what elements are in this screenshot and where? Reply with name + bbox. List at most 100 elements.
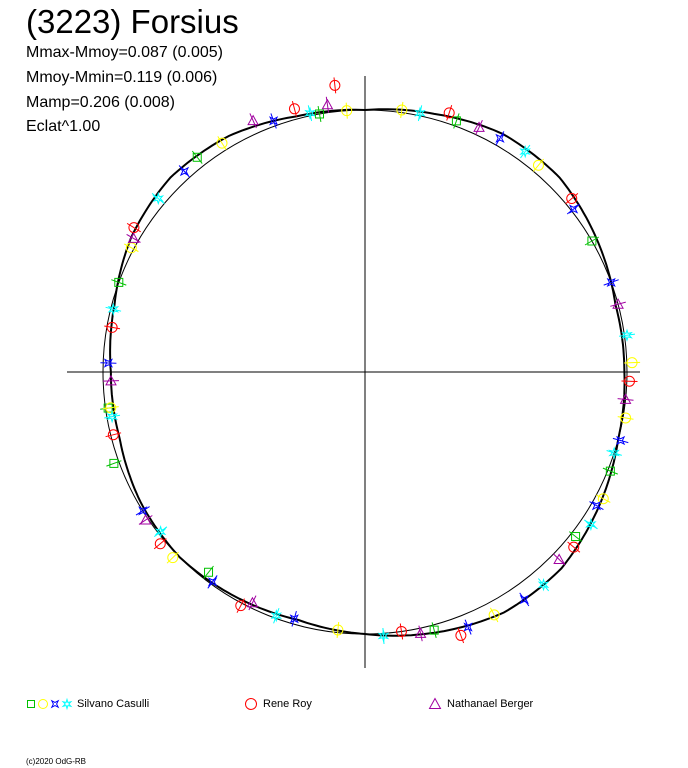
error-bar-0-2 xyxy=(602,467,618,475)
error-bar-2-6 xyxy=(464,619,472,635)
error-bar-4-7 xyxy=(153,538,167,550)
error-bar-2-0 xyxy=(495,131,505,146)
error-bar-5-0 xyxy=(475,119,483,135)
data-point-3-3 xyxy=(608,446,620,460)
data-point-0-10 xyxy=(315,109,325,119)
error-bar-1-2 xyxy=(624,361,641,364)
error-bar-5-4 xyxy=(418,625,423,642)
error-bar-4-12 xyxy=(333,77,337,94)
legend-label-silvano-casulli: Silvano Casulli xyxy=(77,698,150,710)
error-bar-5-2 xyxy=(617,398,634,401)
data-point-4-3 xyxy=(568,541,580,553)
error-bar-5-7 xyxy=(102,380,120,382)
error-bar-1-7 xyxy=(166,551,179,564)
data-point-0-5 xyxy=(204,567,214,577)
data-point-4-11 xyxy=(288,103,300,115)
error-bar-2-2 xyxy=(603,279,619,286)
data-point-1-6 xyxy=(332,624,344,636)
data-point-2-4 xyxy=(591,501,602,511)
error-bar-5-5 xyxy=(248,595,257,611)
data-point-5-9 xyxy=(247,114,259,126)
error-bar-2-10 xyxy=(100,362,117,364)
data-point-1-7 xyxy=(167,552,179,564)
legend-label-rene-roy: Rene Roy xyxy=(263,698,312,710)
data-point-5-3 xyxy=(553,553,565,564)
error-bar-1-1 xyxy=(532,158,544,172)
data-point-4-1 xyxy=(566,193,578,205)
data-point-4-9 xyxy=(106,321,118,333)
data-point-3-1 xyxy=(519,144,531,159)
data-point-5-7 xyxy=(105,374,117,386)
stat-eclat: Eclat^1.00 xyxy=(26,118,101,135)
data-point-2-1 xyxy=(568,204,579,214)
error-bar-1-11 xyxy=(345,102,348,119)
error-bar-5-1 xyxy=(610,301,626,307)
data-point-4-0 xyxy=(443,107,455,119)
error-bar-2-7 xyxy=(291,610,297,627)
data-point-2-10 xyxy=(103,358,113,368)
data-point-2-2 xyxy=(606,277,616,287)
stat-mean-min: Mmoy-Mmin=0.119 (0.006) xyxy=(26,69,218,86)
data-point-5-2 xyxy=(619,393,632,404)
data-point-1-4 xyxy=(597,493,609,505)
error-bar-0-6 xyxy=(106,460,122,467)
data-point-0-6 xyxy=(109,458,119,468)
data-point-2-11 xyxy=(179,166,190,177)
data-point-1-10 xyxy=(216,137,228,149)
data-point-4-6 xyxy=(235,600,247,612)
data-point-2-7 xyxy=(289,614,299,624)
data-point-4-12 xyxy=(329,79,341,91)
error-bar-4-2 xyxy=(621,380,638,382)
data-point-0-3 xyxy=(571,532,581,542)
error-bar-2-5 xyxy=(519,592,530,607)
data-point-0-0 xyxy=(451,116,461,126)
legend-marker-0-0 xyxy=(27,700,35,708)
data-point-1-8 xyxy=(105,402,117,414)
data-point-2-5 xyxy=(519,594,529,605)
data-point-0-4 xyxy=(429,625,439,635)
error-bar-3-2 xyxy=(619,333,636,337)
legend-marker-0-2 xyxy=(50,699,60,709)
data-point-3-11 xyxy=(152,191,165,206)
error-bar-3-12 xyxy=(307,105,313,122)
error-bar-5-9 xyxy=(249,113,257,129)
error-bar-2-4 xyxy=(589,501,604,511)
data-point-3-10 xyxy=(107,302,120,317)
error-bar-3-8 xyxy=(153,526,168,537)
data-point-3-0 xyxy=(414,106,426,120)
data-point-3-7 xyxy=(270,608,283,623)
legend-marker-0-1 xyxy=(38,699,48,709)
data-point-1-0 xyxy=(396,104,408,116)
data-point-4-8 xyxy=(107,429,119,441)
data-point-0-9 xyxy=(192,152,202,162)
copyright-notice: (c)2020 OdG-RB xyxy=(26,757,87,766)
data-point-3-2 xyxy=(621,328,633,342)
stat-amplitude: Mamp=0.206 (0.008) xyxy=(26,94,175,111)
error-bar-3-10 xyxy=(105,306,122,312)
data-point-5-10 xyxy=(321,98,334,110)
error-bar-3-9 xyxy=(104,414,121,419)
error-bar-2-9 xyxy=(135,506,150,516)
error-bar-2-3 xyxy=(612,437,629,444)
chart-title: (3223) Forsius xyxy=(26,3,239,40)
error-bar-1-3 xyxy=(617,416,634,420)
data-point-0-8 xyxy=(114,277,124,287)
data-point-5-8 xyxy=(127,232,140,243)
error-bar-0-1 xyxy=(584,236,600,246)
error-bar-2-8 xyxy=(207,575,218,589)
error-bar-3-1 xyxy=(520,144,531,159)
data-point-2-9 xyxy=(138,506,148,516)
data-point-5-0 xyxy=(473,121,485,132)
legend-label-nathanael-berger: Nathanael Berger xyxy=(447,698,534,710)
error-bar-5-10 xyxy=(325,96,330,113)
data-point-4-4 xyxy=(455,629,467,641)
error-bar-0-4 xyxy=(431,622,437,639)
data-point-2-8 xyxy=(207,577,218,587)
data-point-2-3 xyxy=(616,435,626,446)
data-point-1-1 xyxy=(532,159,544,171)
data-point-4-5 xyxy=(395,625,407,637)
data-point-1-3 xyxy=(620,412,632,424)
legend-marker-2-0 xyxy=(428,697,442,709)
error-bar-3-5 xyxy=(538,578,550,592)
